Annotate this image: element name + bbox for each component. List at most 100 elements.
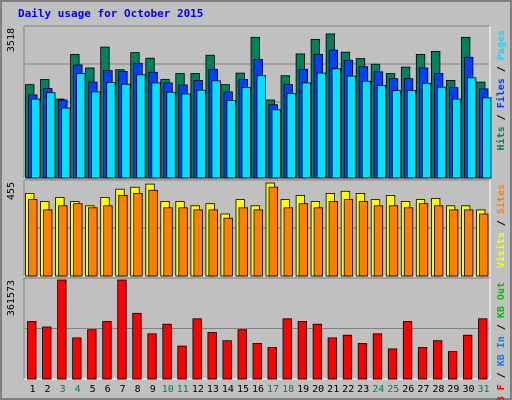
- bar-pages: [31, 98, 41, 179]
- bar-pages: [391, 90, 402, 179]
- bar-sites: [253, 209, 263, 277]
- bar-pages: [121, 83, 131, 179]
- x-tick-label: 1: [29, 384, 35, 395]
- bar-pages: [436, 86, 447, 179]
- bar-kb-f: [387, 348, 398, 380]
- x-tick-label: 24: [372, 384, 384, 395]
- bar-pages: [241, 87, 251, 179]
- bar-pages: [256, 75, 266, 179]
- x-tick-label: 13: [207, 384, 219, 395]
- bar-sites: [358, 201, 369, 277]
- bar-kb-f: [57, 279, 67, 380]
- x-tick-label: 9: [150, 384, 156, 395]
- bar-kb-f: [312, 323, 323, 380]
- bar-kb-f: [267, 347, 277, 380]
- bar-sites: [403, 207, 414, 277]
- bar-kb-f: [447, 351, 458, 380]
- bar-kb-f: [102, 321, 112, 380]
- x-tick-label: 20: [312, 384, 324, 395]
- bar-kb-f: [72, 337, 82, 380]
- x-tick-label: 17: [267, 384, 279, 395]
- bar-kb-f: [402, 321, 413, 380]
- bar-sites: [298, 203, 309, 277]
- x-tick-label: 7: [120, 384, 126, 395]
- bar-pages: [406, 90, 417, 179]
- x-tick-label: 16: [252, 384, 264, 395]
- bar-sites: [133, 192, 143, 277]
- x-tick-label: 29: [447, 384, 459, 395]
- bar-kb-f: [222, 340, 232, 380]
- bar-pages: [46, 92, 56, 179]
- bar-kb-f: [432, 340, 443, 380]
- x-tick-label: 25: [387, 384, 399, 395]
- bar-sites: [238, 207, 248, 277]
- bar-sites: [163, 207, 173, 277]
- x-tick-label: 2: [44, 384, 50, 395]
- x-tick-label: 21: [327, 384, 339, 395]
- chart-title: Daily usage for October 2015: [18, 7, 204, 20]
- x-tick-label: 15: [237, 384, 249, 395]
- bar-kb-f: [357, 342, 368, 380]
- x-tick-label: 4: [75, 384, 81, 395]
- bar-sites: [178, 207, 188, 277]
- bar-sites: [28, 199, 38, 277]
- bar-pages: [151, 82, 161, 179]
- x-tick-label: 10: [162, 384, 174, 395]
- legend-entry: /: [496, 108, 507, 126]
- bar-sites: [418, 203, 429, 277]
- x-tick-label: 30: [462, 384, 474, 395]
- legend-entry: KB F: [496, 384, 507, 400]
- bar-sites: [343, 199, 354, 277]
- bar-kb-f: [237, 329, 247, 380]
- bar-kb-f: [117, 279, 127, 380]
- bar-kb-f: [207, 332, 217, 380]
- bar-pages: [226, 100, 236, 179]
- bar-pages: [136, 74, 146, 179]
- legend-entry: /: [496, 60, 507, 78]
- bar-kb-f: [177, 345, 187, 380]
- bar-pages: [301, 82, 312, 179]
- bar-kb-f: [87, 329, 97, 380]
- x-tick-label: 8: [135, 384, 141, 395]
- x-tick-label: 22: [342, 384, 354, 395]
- bar-pages: [376, 85, 387, 179]
- bar-sites: [463, 209, 474, 277]
- bar-kb-f: [42, 326, 52, 380]
- bar-sites: [479, 213, 489, 277]
- bar-sites: [148, 189, 158, 277]
- bar-pages: [91, 91, 101, 179]
- bar-kb-f: [372, 333, 383, 380]
- x-tick-label: 18: [282, 384, 294, 395]
- x-tick-label: 12: [192, 384, 204, 395]
- bar-pages: [451, 98, 462, 179]
- bar-sites: [388, 205, 399, 277]
- bar-pages: [211, 80, 221, 179]
- bar-pages: [346, 75, 357, 179]
- bar-kb-f: [342, 334, 353, 380]
- bar-sites: [58, 205, 68, 277]
- y-axis-max-label: 455: [6, 182, 17, 200]
- legend-entry: Sites: [495, 184, 507, 214]
- legend-entry: Hits: [495, 126, 507, 150]
- bar-kb-f: [297, 321, 308, 380]
- legend-entry: Files: [495, 78, 507, 108]
- bar-pages: [61, 107, 71, 179]
- series-legend: KB F / KB In / KB Out: [496, 282, 507, 400]
- bar-sites: [103, 205, 113, 277]
- bar-pages: [482, 97, 492, 179]
- bar-kb-f: [147, 333, 157, 380]
- legend-entry: KB In: [496, 336, 507, 366]
- bar-pages: [196, 89, 206, 179]
- bar-sites: [193, 209, 203, 277]
- x-tick-label: 14: [222, 384, 234, 395]
- legend-entry: /: [496, 366, 507, 384]
- bar-sites: [283, 207, 293, 277]
- bar-sites: [223, 217, 233, 277]
- bar-kb-f: [282, 318, 292, 380]
- bar-sites: [208, 209, 218, 277]
- x-tick-label: 5: [90, 384, 96, 395]
- bar-kb-f: [192, 318, 202, 380]
- bar-kb-f: [462, 334, 473, 380]
- bar-kb-f: [132, 312, 142, 380]
